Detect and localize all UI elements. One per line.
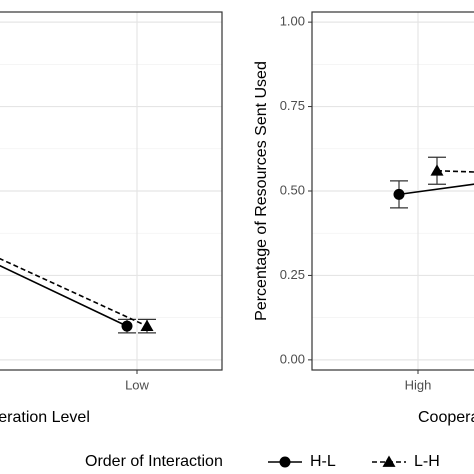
x-tick-label: High: [405, 377, 432, 392]
y-tick-label: 0.00: [280, 351, 305, 366]
point: [393, 188, 405, 200]
series-line: [0, 264, 128, 327]
point: [121, 320, 133, 332]
legend-marker: [279, 456, 291, 468]
y-tick-label: 0.25: [280, 267, 305, 282]
x-tick-label: Low: [125, 377, 149, 392]
y-tick-label: 0.50: [280, 182, 305, 197]
legend-marker: [382, 455, 396, 467]
legend-label: L-H: [414, 453, 440, 470]
panel-border: [0, 11, 223, 371]
point: [140, 319, 154, 331]
series-line: [436, 169, 474, 173]
y-tick-label: 0.75: [280, 98, 305, 113]
x-axis-title: Cooperation Level: [418, 409, 474, 426]
legend-label: H-L: [310, 453, 336, 470]
y-tick-label: 1.00: [280, 14, 305, 29]
legend-title: Order of Interaction: [85, 453, 223, 470]
point: [430, 164, 444, 176]
series-line: [398, 183, 474, 196]
x-axis-title: Cooperation Level: [0, 409, 90, 426]
y-axis-title: Percentage of Resources Sent Used: [253, 61, 270, 321]
